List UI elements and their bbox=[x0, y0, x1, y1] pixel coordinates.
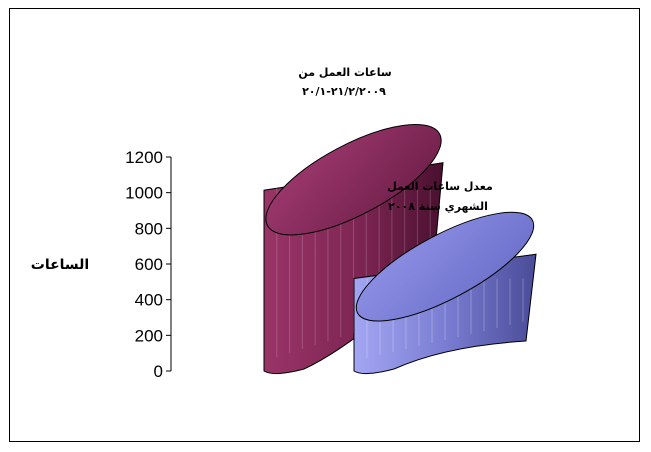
y-tick-label: 1000 bbox=[125, 184, 163, 203]
series-0-label-line1: ساعات العمل من bbox=[298, 66, 391, 79]
bar-top-series-0 bbox=[265, 123, 442, 236]
y-tick-label: 400 bbox=[135, 291, 163, 310]
y-tick-label: 600 bbox=[135, 255, 163, 274]
y-axis-label: الساعات bbox=[31, 257, 89, 273]
series-0-label-line2: ٢١/٢/٢٠٠٩-٢٠/١ bbox=[302, 85, 386, 98]
y-tick-label: 0 bbox=[154, 362, 163, 381]
y-tick-label: 200 bbox=[135, 326, 163, 345]
bar-top-series-1 bbox=[355, 211, 535, 322]
series-1-label-line2: الشهري سنة ٢٠٠٨ bbox=[388, 200, 488, 213]
bar-series-1 bbox=[353, 211, 537, 375]
y-tick-label: 800 bbox=[135, 219, 163, 238]
bar-series-0 bbox=[263, 123, 444, 375]
series-1-label-line1: معدل ساعات العمل bbox=[387, 180, 493, 193]
y-tick-label: 1200 bbox=[125, 148, 163, 167]
y-ticks: 0 200 400 600 800 1000 1200 bbox=[125, 148, 171, 381]
